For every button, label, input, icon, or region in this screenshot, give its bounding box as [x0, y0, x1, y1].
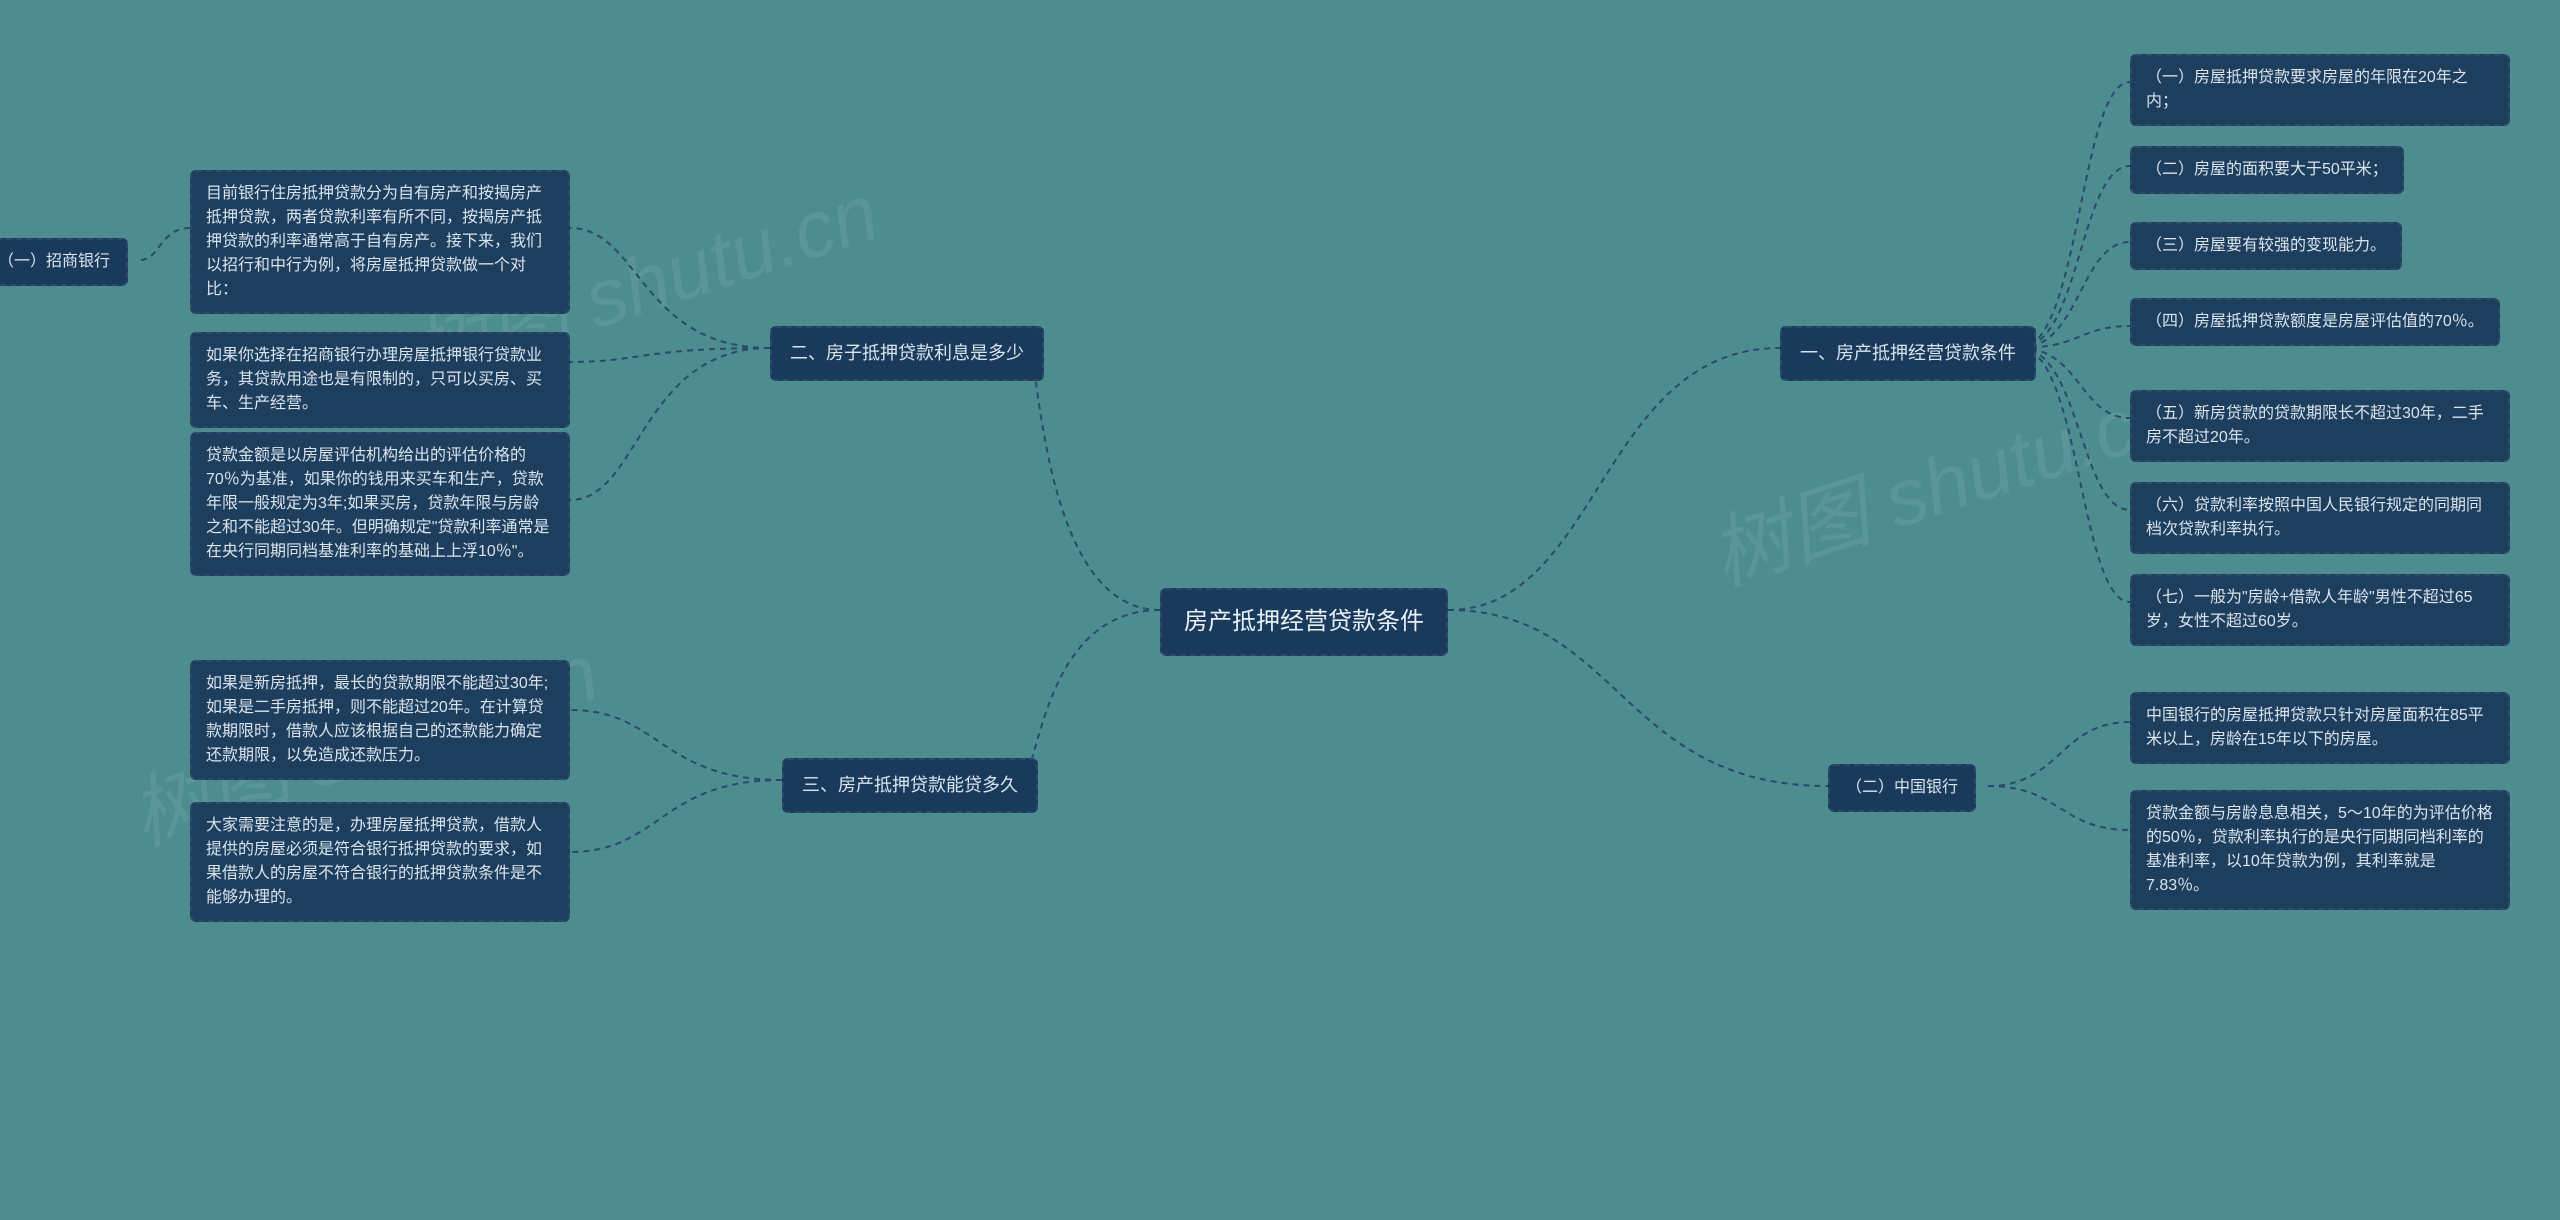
- leaf: 目前银行住房抵押贷款分为自有房产和按揭房产抵押贷款，两者贷款利率有所不同，按揭房…: [190, 170, 570, 314]
- leaf: 中国银行的房屋抵押贷款只针对房屋面积在85平米以上，房龄在15年以下的房屋。: [2130, 692, 2510, 764]
- branch-cmb: （一）招商银行: [0, 238, 128, 286]
- leaf: （四）房屋抵押贷款额度是房屋评估值的70％。: [2130, 298, 2500, 346]
- leaf: （七）一般为"房龄+借款人年龄"男性不超过65岁，女性不超过60岁。: [2130, 574, 2510, 646]
- leaf: 大家需要注意的是，办理房屋抵押贷款，借款人提供的房屋必须是符合银行抵押贷款的要求…: [190, 802, 570, 922]
- branch-conditions: 一、房产抵押经营贷款条件: [1780, 326, 2036, 381]
- branch-duration: 三、房产抵押贷款能贷多久: [782, 758, 1038, 813]
- leaf: 如果你选择在招商银行办理房屋抵押银行贷款业务，其贷款用途也是有限制的，只可以买房…: [190, 332, 570, 428]
- leaf: 贷款金额与房龄息息相关，5～10年的为评估价格的50％，贷款利率执行的是央行同期…: [2130, 790, 2510, 910]
- leaf: 贷款金额是以房屋评估机构给出的评估价格的70％为基准，如果你的钱用来买车和生产，…: [190, 432, 570, 576]
- watermark: 树图 shutu.cn: [1694, 348, 2191, 608]
- branch-china-bank: （二）中国银行: [1828, 764, 1976, 812]
- center-node: 房产抵押经营贷款条件: [1160, 588, 1448, 656]
- leaf: （一）房屋抵押贷款要求房屋的年限在20年之内；: [2130, 54, 2510, 126]
- branch-interest: 二、房子抵押贷款利息是多少: [770, 326, 1044, 381]
- leaf: 如果是新房抵押，最长的贷款期限不能超过30年;如果是二手房抵押，则不能超过20年…: [190, 660, 570, 780]
- leaf: （二）房屋的面积要大于50平米；: [2130, 146, 2404, 194]
- leaf: （六）贷款利率按照中国人民银行规定的同期同档次贷款利率执行。: [2130, 482, 2510, 554]
- leaf: （三）房屋要有较强的变现能力。: [2130, 222, 2402, 270]
- leaf: （五）新房贷款的贷款期限长不超过30年，二手房不超过20年。: [2130, 390, 2510, 462]
